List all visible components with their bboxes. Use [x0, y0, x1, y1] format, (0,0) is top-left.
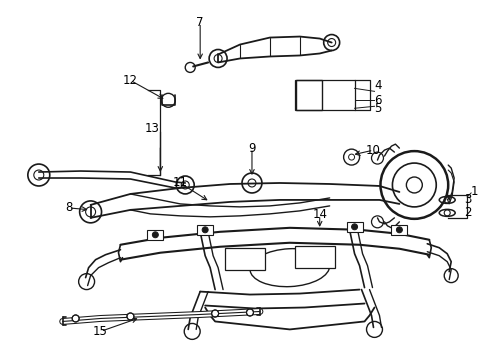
Bar — [294, 246, 334, 268]
Text: 1: 1 — [470, 185, 478, 198]
Text: 2: 2 — [463, 206, 471, 219]
Text: 3: 3 — [463, 193, 470, 206]
Text: 12: 12 — [122, 74, 138, 87]
Text: 15: 15 — [93, 325, 108, 338]
Text: 5: 5 — [374, 102, 381, 115]
Circle shape — [211, 310, 218, 317]
Circle shape — [152, 232, 158, 238]
Bar — [295, 80, 321, 110]
Bar — [390, 225, 407, 235]
Text: 7: 7 — [196, 16, 203, 29]
Circle shape — [246, 309, 253, 316]
Circle shape — [127, 313, 134, 320]
Text: 14: 14 — [311, 208, 326, 221]
Bar — [147, 230, 163, 240]
Bar — [197, 225, 213, 235]
Text: 8: 8 — [65, 201, 72, 215]
Circle shape — [202, 227, 208, 233]
Text: 10: 10 — [366, 144, 380, 157]
Text: 4: 4 — [374, 79, 381, 92]
Text: 6: 6 — [374, 94, 381, 107]
Bar — [346, 222, 362, 232]
Text: 9: 9 — [248, 141, 255, 155]
Circle shape — [396, 227, 402, 233]
Bar — [224, 248, 264, 270]
Circle shape — [351, 224, 357, 230]
Text: 11: 11 — [172, 176, 187, 189]
Bar — [294, 80, 354, 110]
Circle shape — [72, 315, 79, 322]
Text: 13: 13 — [144, 122, 160, 135]
